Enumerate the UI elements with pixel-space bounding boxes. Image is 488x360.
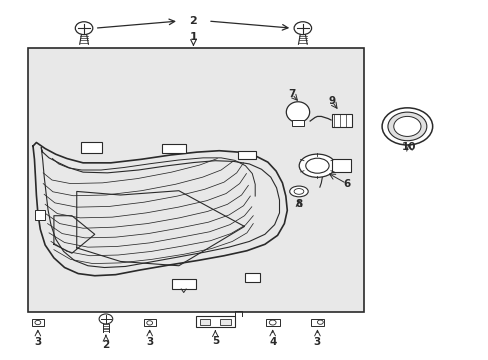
Text: 3: 3: [146, 337, 153, 347]
Bar: [200, 319, 210, 325]
Bar: [32, 319, 43, 327]
Bar: [245, 273, 260, 282]
Text: 9: 9: [328, 96, 335, 107]
Circle shape: [75, 22, 93, 35]
Text: 10: 10: [401, 142, 415, 152]
Bar: [291, 120, 303, 126]
Circle shape: [393, 116, 420, 136]
Text: 5: 5: [211, 337, 219, 346]
Ellipse shape: [305, 158, 328, 173]
Text: 7: 7: [288, 89, 295, 99]
Circle shape: [293, 22, 311, 35]
Bar: [265, 319, 279, 327]
Circle shape: [269, 320, 276, 325]
Bar: [310, 319, 324, 327]
FancyBboxPatch shape: [331, 113, 352, 127]
Bar: [162, 144, 186, 153]
Circle shape: [387, 112, 426, 141]
Bar: [143, 319, 155, 327]
Bar: [171, 279, 196, 289]
Circle shape: [35, 320, 41, 325]
Text: 1: 1: [189, 32, 197, 42]
Bar: [28, 48, 363, 312]
Circle shape: [146, 321, 152, 325]
Text: 2: 2: [189, 16, 197, 26]
Text: 2: 2: [102, 341, 109, 350]
Text: 6: 6: [342, 179, 349, 189]
Ellipse shape: [293, 189, 303, 194]
Bar: [331, 159, 351, 172]
Bar: [81, 143, 102, 153]
Text: 4: 4: [268, 337, 276, 347]
Bar: [220, 319, 230, 325]
Ellipse shape: [289, 186, 307, 197]
Ellipse shape: [299, 154, 335, 177]
Bar: [35, 210, 45, 220]
Ellipse shape: [286, 102, 309, 122]
Text: 3: 3: [34, 337, 41, 347]
Circle shape: [99, 314, 113, 324]
Text: 3: 3: [313, 337, 321, 347]
Circle shape: [317, 320, 323, 324]
Text: 8: 8: [295, 199, 302, 209]
Circle shape: [381, 108, 432, 145]
Bar: [238, 152, 255, 159]
Bar: [196, 316, 234, 327]
